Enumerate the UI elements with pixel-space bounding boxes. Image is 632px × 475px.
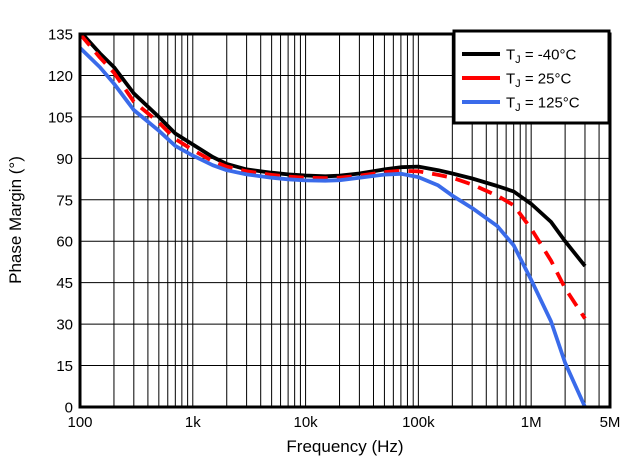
- curve-tj-minus40c: [80, 32, 587, 268]
- y-tick-labels: 0 15 30 45 60 75 90 105 120 135: [48, 27, 73, 417]
- x-tick-label: 1k: [185, 414, 201, 431]
- curve-tj-25c: [80, 32, 587, 320]
- x-tick-labels: 100 1k 10k 100k 1M 5M: [67, 414, 620, 431]
- x-tick-label: 10k: [293, 414, 318, 431]
- legend-label: TJ = -40°C: [506, 47, 576, 67]
- y-tick-label: 30: [56, 317, 73, 334]
- y-tick-label: 15: [56, 358, 73, 375]
- x-tick-label: 100k: [402, 414, 435, 431]
- plot-frame: [78, 32, 612, 409]
- y-tick-label: 45: [56, 275, 73, 292]
- curves: [80, 32, 587, 408]
- legend-item: TJ = 25°C: [462, 71, 571, 91]
- x-axis-title: Frequency (Hz): [286, 437, 404, 456]
- x-tick-label: 100: [67, 414, 92, 431]
- legend-item: TJ = 125°C: [462, 95, 580, 115]
- y-tick-label: 0: [65, 400, 73, 417]
- legend-item: TJ = -40°C: [462, 47, 576, 67]
- x-tick-label: 5M: [600, 414, 621, 431]
- y-tick-label: 90: [56, 151, 73, 168]
- legend-label: TJ = 125°C: [506, 95, 580, 115]
- y-tick-label: 75: [56, 192, 73, 209]
- legend-label: TJ = 25°C: [506, 71, 571, 91]
- y-tick-label: 135: [48, 27, 73, 44]
- y-tick-label: 120: [48, 68, 73, 85]
- legend: TJ = -40°C TJ = 25°C TJ = 125°C: [452, 29, 611, 125]
- y-axis-title: Phase Margin (°): [6, 156, 25, 284]
- y-tick-label: 105: [48, 109, 73, 126]
- curve-tj-125c: [80, 46, 587, 408]
- x-tick-label: 1M: [521, 414, 542, 431]
- y-tick-label: 60: [56, 234, 73, 251]
